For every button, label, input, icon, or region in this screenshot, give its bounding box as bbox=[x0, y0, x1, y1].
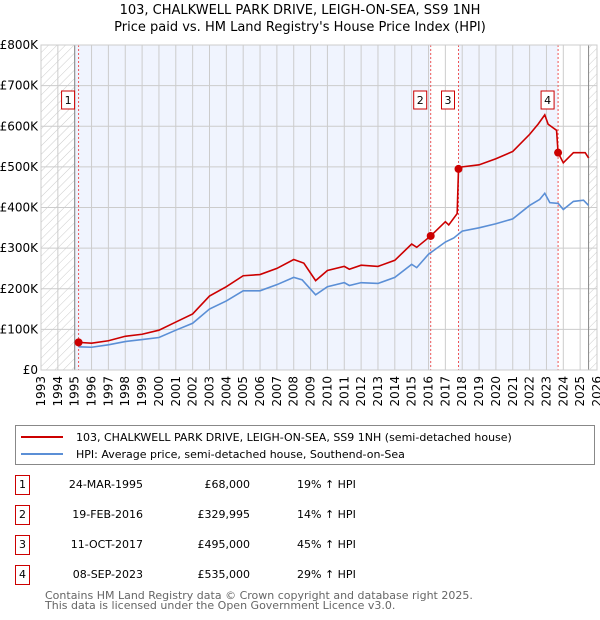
plot-border bbox=[40, 44, 598, 371]
series-line-property bbox=[78, 113, 590, 344]
x-tick-label: 2007 bbox=[270, 376, 284, 407]
x-tick-label: 2009 bbox=[304, 376, 318, 407]
y-tick-label: £0 bbox=[23, 363, 38, 377]
transaction-number: 3 bbox=[15, 535, 30, 555]
x-tick-label: 2024 bbox=[556, 376, 570, 407]
transaction-row: 4 08-SEP-2023 £535,000 29% ↑ HPI bbox=[15, 565, 415, 585]
sale-point bbox=[426, 231, 435, 240]
x-tick-label: 1997 bbox=[101, 376, 115, 407]
x-tick-label: 2015 bbox=[405, 376, 419, 407]
transaction-number: 1 bbox=[15, 475, 30, 495]
x-tick-label: 2023 bbox=[539, 376, 553, 407]
transaction-hpi-change: 45% ↑ HPI bbox=[297, 538, 356, 551]
transaction-row: 2 19-FEB-2016 £329,995 14% ↑ HPI bbox=[15, 505, 415, 525]
sale-point bbox=[454, 164, 463, 173]
x-tick-label: 1994 bbox=[51, 376, 65, 407]
y-tick-label: £500K bbox=[0, 160, 39, 174]
sale-label: 2 bbox=[417, 94, 424, 107]
x-tick-label: 2002 bbox=[186, 376, 200, 407]
legend-item-property: 103, CHALKWELL PARK DRIVE, LEIGH-ON-SEA,… bbox=[21, 429, 512, 445]
x-tick-label: 2005 bbox=[236, 376, 250, 407]
x-tick-label: 2006 bbox=[253, 376, 267, 407]
x-tick-label: 2003 bbox=[202, 376, 216, 407]
y-tick-label: £100K bbox=[0, 322, 39, 336]
legend: 103, CHALKWELL PARK DRIVE, LEIGH-ON-SEA,… bbox=[15, 425, 595, 465]
x-tick-label: 2011 bbox=[337, 376, 351, 407]
sale-label-box bbox=[413, 90, 428, 110]
footer-copyright: Contains HM Land Registry data © Crown c… bbox=[45, 589, 473, 602]
transaction-date: 08-SEP-2023 bbox=[72, 568, 143, 581]
x-tick-label: 2012 bbox=[354, 376, 368, 407]
x-tick-label: 2016 bbox=[422, 376, 436, 407]
legend-label: 103, CHALKWELL PARK DRIVE, LEIGH-ON-SEA,… bbox=[76, 430, 512, 444]
y-tick-label: £800K bbox=[0, 38, 39, 52]
sale-point bbox=[554, 148, 563, 157]
y-tick-label: £300K bbox=[0, 241, 39, 255]
legend-swatch-red bbox=[21, 436, 63, 438]
x-tick-label: 2008 bbox=[287, 376, 301, 407]
footer-licence: This data is licensed under the Open Gov… bbox=[45, 599, 396, 612]
transaction-hpi-change: 19% ↑ HPI bbox=[297, 478, 356, 491]
x-tick-label: 2019 bbox=[472, 376, 486, 407]
x-tick-label: 1993 bbox=[34, 376, 48, 407]
sale-label: 1 bbox=[65, 94, 72, 107]
transaction-price: £68,000 bbox=[204, 478, 251, 491]
x-tick-label: 1996 bbox=[85, 376, 99, 407]
x-tick-label: 2026 bbox=[590, 376, 600, 407]
x-tick-label: 1998 bbox=[118, 376, 132, 407]
y-tick-label: £200K bbox=[0, 282, 39, 296]
x-tick-label: 2001 bbox=[169, 376, 183, 407]
transaction-hpi-change: 14% ↑ HPI bbox=[297, 508, 356, 521]
sale-label-box bbox=[61, 90, 76, 110]
legend-item-hpi: HPI: Average price, semi-detached house,… bbox=[21, 446, 405, 462]
y-tick-label: £600K bbox=[0, 119, 39, 133]
series-line-hpi bbox=[78, 191, 590, 349]
sale-label: 4 bbox=[544, 94, 551, 107]
x-tick-label: 2020 bbox=[489, 376, 503, 407]
transaction-date: 19-FEB-2016 bbox=[72, 508, 143, 521]
sale-point bbox=[74, 338, 83, 347]
transaction-number: 4 bbox=[15, 565, 30, 585]
x-tick-label: 2010 bbox=[320, 376, 334, 407]
transaction-price: £329,995 bbox=[197, 508, 251, 521]
x-tick-label: 2022 bbox=[523, 376, 537, 407]
x-tick-label: 2013 bbox=[371, 376, 385, 407]
sale-label-box bbox=[540, 90, 555, 110]
transaction-price: £495,000 bbox=[197, 538, 251, 551]
transaction-hpi-change: 29% ↑ HPI bbox=[297, 568, 356, 581]
transaction-row: 1 24-MAR-1995 £68,000 19% ↑ HPI bbox=[15, 475, 415, 495]
x-tick-label: 1999 bbox=[135, 376, 149, 407]
x-tick-label: 2000 bbox=[152, 376, 166, 407]
chart-title: 103, CHALKWELL PARK DRIVE, LEIGH-ON-SEA,… bbox=[119, 3, 481, 18]
sale-label: 3 bbox=[445, 94, 452, 107]
transaction-date: 24-MAR-1995 bbox=[68, 478, 143, 491]
x-tick-label: 2004 bbox=[219, 376, 233, 407]
y-tick-label: £400K bbox=[0, 201, 39, 215]
chart-subtitle: Price paid vs. HM Land Registry's House … bbox=[114, 20, 486, 35]
x-tick-label: 2018 bbox=[455, 376, 469, 407]
x-tick-label: 2025 bbox=[573, 376, 587, 407]
transaction-price: £535,000 bbox=[197, 568, 251, 581]
legend-swatch-blue bbox=[21, 453, 63, 455]
sale-label-box bbox=[441, 90, 456, 110]
price-chart: 1993 1994 1995 1996 1997 1998 1999 2000 2001 2002… bbox=[0, 38, 600, 407]
transaction-date: 11-OCT-2017 bbox=[70, 538, 143, 551]
x-tick-label: 2014 bbox=[388, 376, 402, 407]
y-tick-label: £700K bbox=[0, 79, 39, 93]
legend-label: HPI: Average price, semi-detached house,… bbox=[76, 447, 405, 461]
transaction-number: 2 bbox=[15, 505, 30, 525]
x-tick-label: 2017 bbox=[438, 376, 452, 407]
transaction-row: 3 11-OCT-2017 £495,000 45% ↑ HPI bbox=[15, 535, 415, 555]
x-tick-label: 1995 bbox=[68, 376, 82, 407]
x-tick-label: 2021 bbox=[506, 376, 520, 407]
